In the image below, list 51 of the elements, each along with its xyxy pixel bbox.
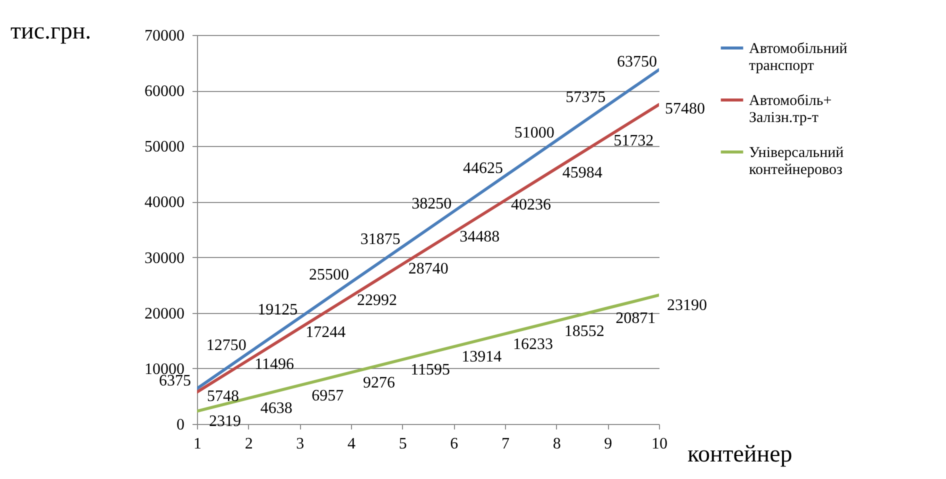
- data-label: 57480: [665, 100, 705, 118]
- data-label: 12750: [206, 337, 246, 354]
- x-tick-label: 6: [450, 436, 458, 452]
- x-tick-label: 1: [194, 436, 202, 452]
- data-label: 13914: [462, 348, 502, 366]
- y-tick-label: 40000: [144, 194, 184, 212]
- x-tick-label: 10: [652, 436, 668, 452]
- data-label: 11496: [254, 356, 294, 374]
- data-label: 38250: [412, 195, 452, 212]
- data-label: 6957: [312, 387, 344, 404]
- y-axis-title: тис.грн.: [10, 18, 92, 44]
- x-tick-label: 2: [244, 436, 253, 452]
- data-label: 5748: [207, 388, 239, 406]
- data-label: 9276: [363, 374, 395, 392]
- data-label: 45984: [562, 164, 602, 182]
- legend-label: Автомобільний транспорт: [749, 41, 848, 74]
- y-tick-label: 0: [176, 416, 184, 434]
- y-tick-label: 70000: [144, 28, 184, 44]
- x-tick-label: 8: [552, 436, 561, 452]
- y-tick-label: 20000: [144, 305, 184, 322]
- data-label: 22992: [357, 292, 397, 310]
- data-label: 4638: [260, 400, 292, 418]
- x-tick-label: 9: [604, 436, 612, 452]
- x-tick-label: 3: [296, 436, 304, 452]
- data-label: 40236: [511, 196, 551, 214]
- data-label: 20871: [616, 310, 656, 328]
- data-label: 51000: [514, 124, 554, 142]
- data-label: 19125: [258, 302, 298, 319]
- data-label: 34488: [460, 228, 500, 246]
- data-label: 57375: [566, 89, 606, 106]
- data-label: 23190: [667, 297, 707, 314]
- x-tick-label: 7: [502, 436, 510, 452]
- y-tick-label: 50000: [144, 138, 184, 156]
- data-label: 31875: [360, 230, 400, 248]
- x-axis-title: контейнер: [688, 442, 792, 468]
- data-label: 16233: [513, 336, 553, 353]
- y-tick-label: 60000: [144, 83, 184, 100]
- data-label: 18552: [564, 322, 604, 340]
- data-label: 63750: [617, 54, 657, 71]
- x-tick-label: 5: [398, 436, 407, 452]
- data-label: 25500: [309, 266, 349, 284]
- data-label: 2319: [209, 413, 241, 430]
- data-label: 17244: [306, 324, 346, 342]
- y-tick-label: 30000: [144, 250, 184, 267]
- data-label: 28740: [408, 260, 448, 278]
- legend-label: Універсальний контейнеровоз: [749, 145, 844, 178]
- data-label: 51732: [614, 132, 654, 150]
- x-tick-label: 4: [348, 436, 356, 452]
- legend-label: Автомобіль+ Залізн.тр-т: [749, 93, 832, 126]
- data-label: 11595: [410, 362, 450, 379]
- data-label: 44625: [463, 160, 503, 178]
